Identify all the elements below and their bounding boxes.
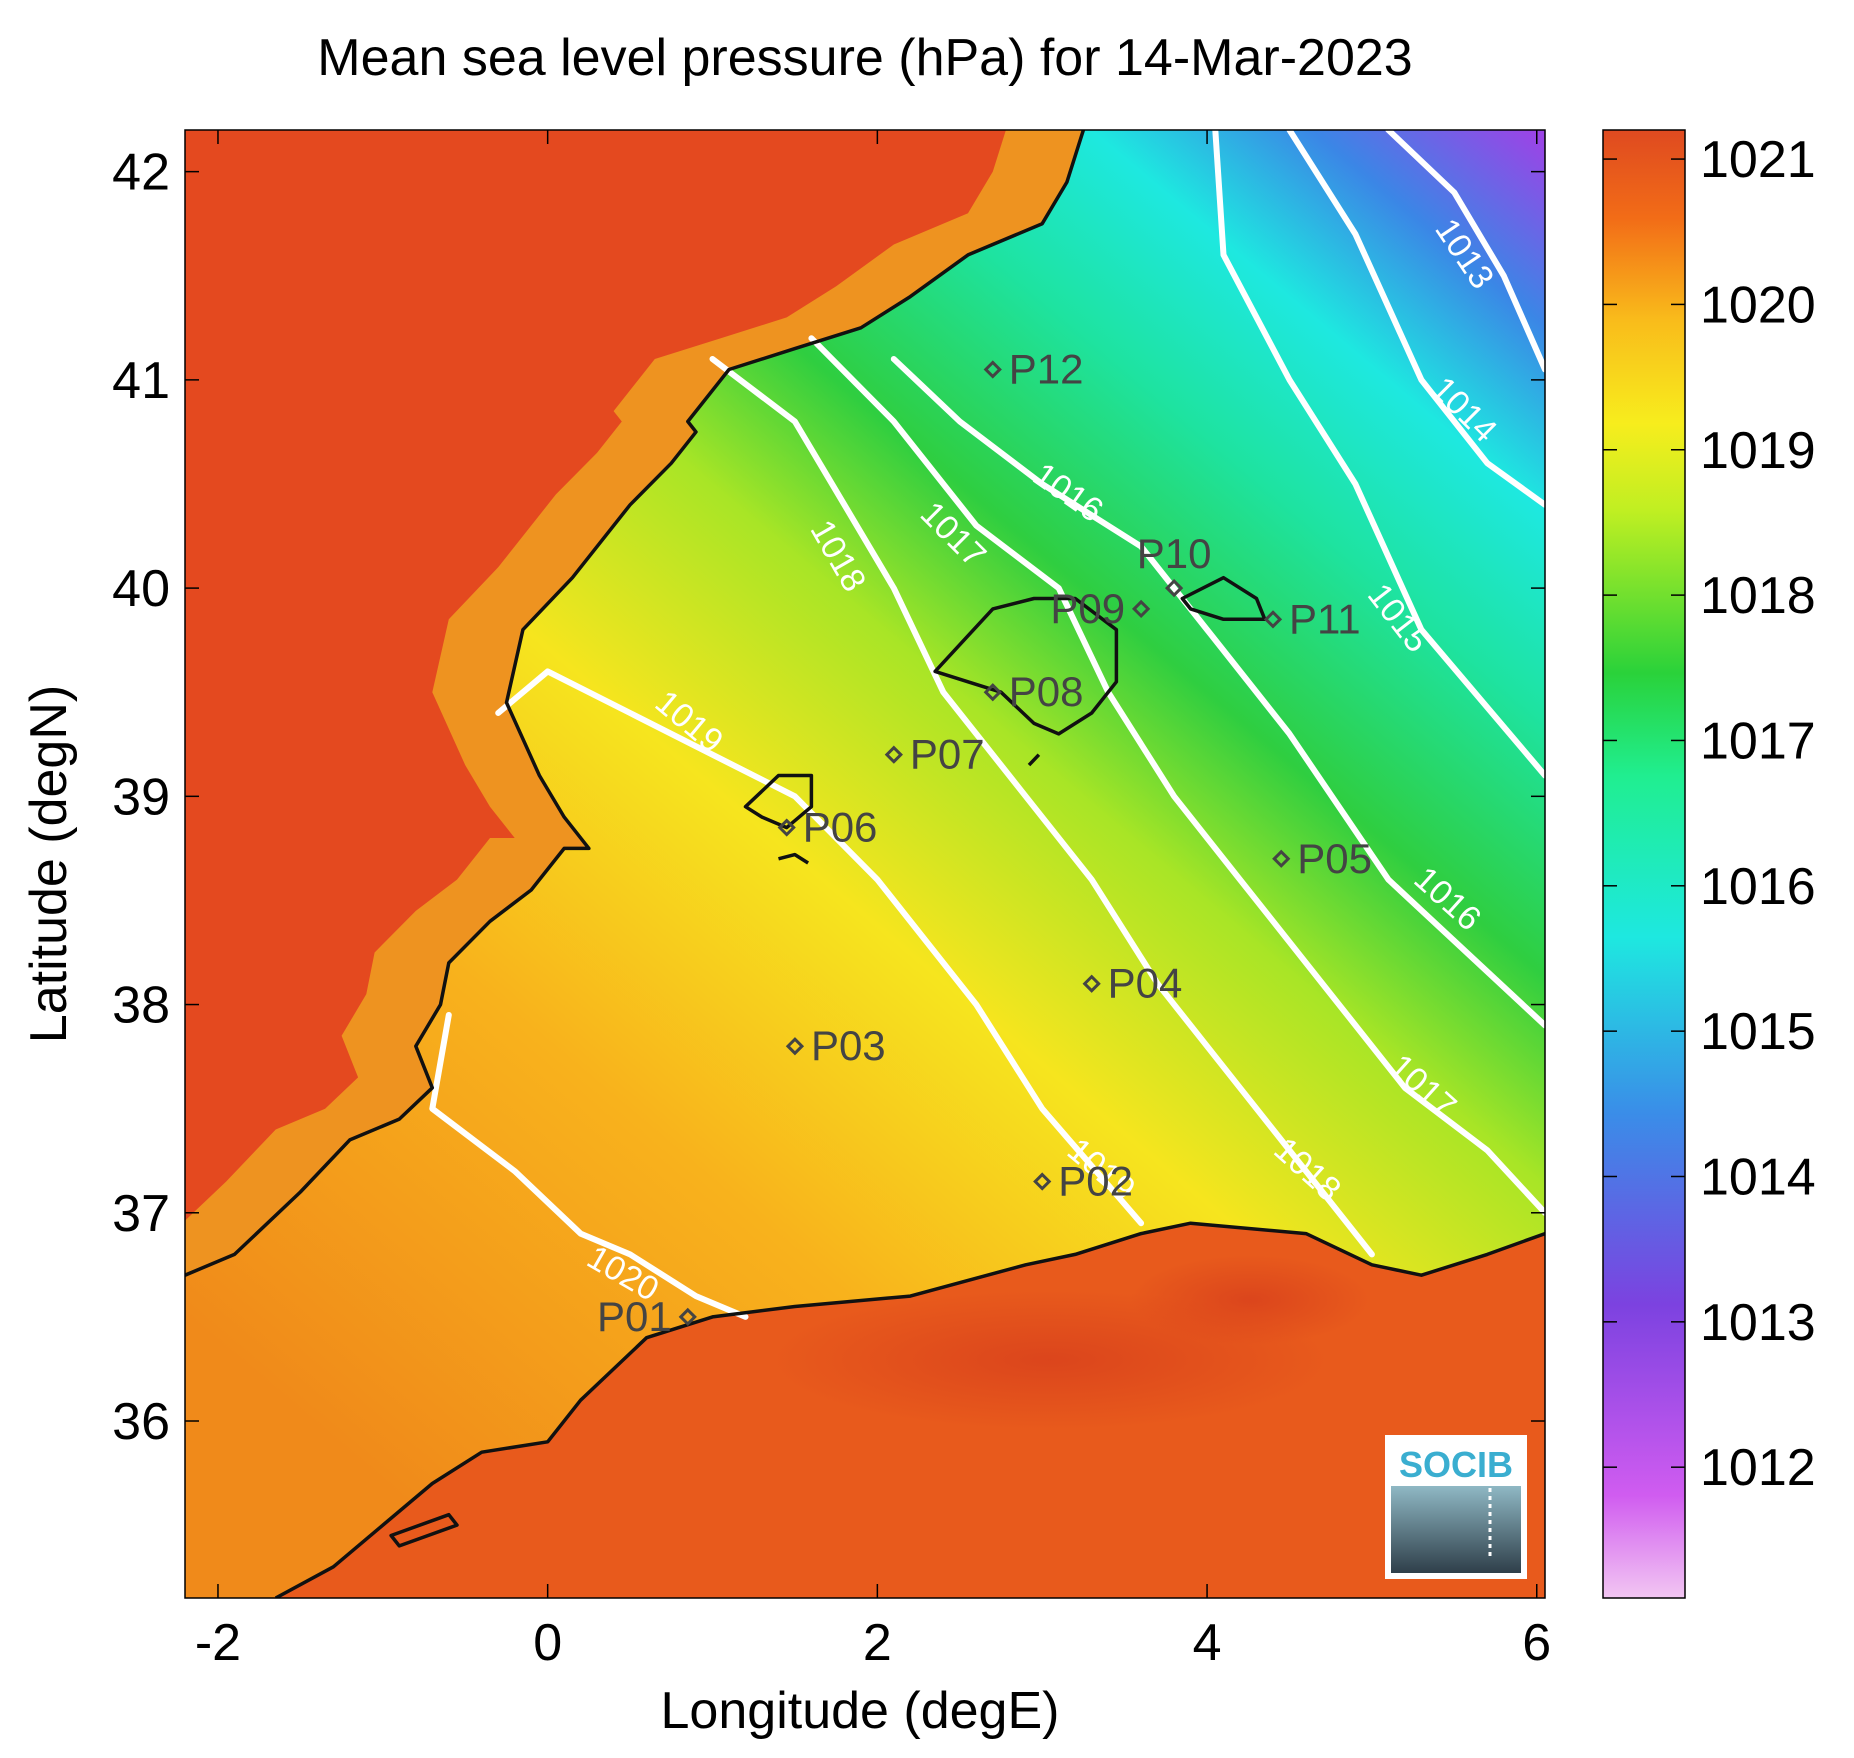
station-marker [1082,974,1101,993]
station-marker [1033,1172,1052,1191]
coastline-mallorca [933,596,1119,736]
logo-text: SOCIB [1399,1444,1513,1485]
colorbar-tick-label: 1019 [1700,422,1816,480]
y-tick-label: 39 [112,768,170,826]
station-marker [1164,578,1184,598]
isobar-1013 [1385,130,1545,373]
station-label: P01 [597,1293,672,1340]
chart-title: Mean sea level pressure (hPa) for 14-Mar… [317,29,1412,87]
coastline-formentera [778,852,810,865]
coastlines [185,130,1545,1598]
isobars [429,130,1545,1320]
colorbar-tick-label: 1014 [1700,1148,1816,1206]
station-label: P04 [1108,960,1183,1007]
station-label: P06 [803,804,878,851]
station-marker [1272,849,1291,868]
station-marker [777,818,796,837]
y-tick-label: 38 [112,977,170,1035]
x-tick-label: 4 [1193,1614,1222,1672]
x-tick-label: -2 [195,1614,241,1672]
station-marker [678,1307,697,1327]
colorbar: 1012 1013 1014 1015 1016 1017 1018 1019 1020 1021 [1602,129,1816,1599]
socib-logo: SOCIB [1385,1435,1527,1579]
station-marker [983,683,1002,702]
y-tick-label: 36 [112,1393,170,1451]
station-label: P11 [1289,595,1361,642]
colorbar-ticks: 1012 1013 1014 1015 1016 1017 1018 1019 1020 1021 [1603,131,1816,1497]
station-marker [884,745,903,764]
station-marker [785,1037,805,1056]
isobar-1020 [429,1012,749,1320]
station-label: P09 [1050,585,1125,632]
colorbar-tick-label: 1013 [1700,1294,1816,1352]
y-axis: 36 37 38 39 40 41 42 [112,144,1545,1451]
coastline-ibiza [743,773,814,830]
stations: P01 P02 P03 P04 P05 P06 P07 P08 P09 P10 P11 P12 [597,345,1372,1339]
x-tick-label: 6 [1522,1614,1551,1672]
colorbar-tick-label: 1021 [1700,131,1816,189]
station-label: P07 [910,731,985,778]
isobar-1017 [808,335,1545,1216]
coastline-alboran [389,1512,459,1548]
colorbar-tick-label: 1012 [1700,1439,1816,1497]
station-marker [983,360,1002,379]
y-axis-label: Latitude (degN) [20,685,78,1043]
colorbar-tick-label: 1018 [1700,567,1816,625]
y-tick-label: 37 [112,1185,170,1243]
station-marker [1131,599,1151,619]
x-tick-label: 0 [533,1614,562,1672]
plot-frame [184,129,1546,1599]
isobar-1016 [890,356,1545,1029]
station-label: P03 [811,1022,886,1069]
atlas-highlands [1130,1255,1370,1345]
station-marker [1263,610,1283,629]
colorbar-tick-label: 1016 [1700,858,1816,916]
isobar-1014 [1286,130,1545,508]
coastline-africa [274,1221,1545,1598]
isobar-1019 [495,668,1145,1227]
coastline-cabrera [1027,753,1041,767]
x-tick-label: 2 [863,1614,892,1672]
colorbar-tick-label: 1020 [1700,276,1816,334]
station-label: P05 [1297,835,1372,882]
isobar-1015 [1212,130,1545,779]
x-axis-label: Longitude (degE) [661,1682,1060,1740]
colorbar-tick-label: 1017 [1700,712,1816,770]
station-label: P12 [1009,345,1084,392]
colorbar-scale [1602,129,1686,1599]
colorbar-tick-label: 1015 [1700,1003,1816,1061]
station-label: P08 [1009,668,1084,715]
x-axis: -2 0 2 4 6 [195,130,1551,1672]
y-tick-label: 42 [112,144,170,202]
isobar-1018 [709,356,1375,1258]
station-label: P02 [1058,1158,1133,1205]
coastline-iberia [185,130,1086,1277]
station-label: P10 [1137,530,1212,577]
pressure-field: 1013101410151016101610171017101810181019… [185,130,1545,1598]
y-tick-label: 41 [112,352,170,410]
iberia-coast-band [185,130,1084,1276]
y-tick-label: 40 [112,560,170,618]
